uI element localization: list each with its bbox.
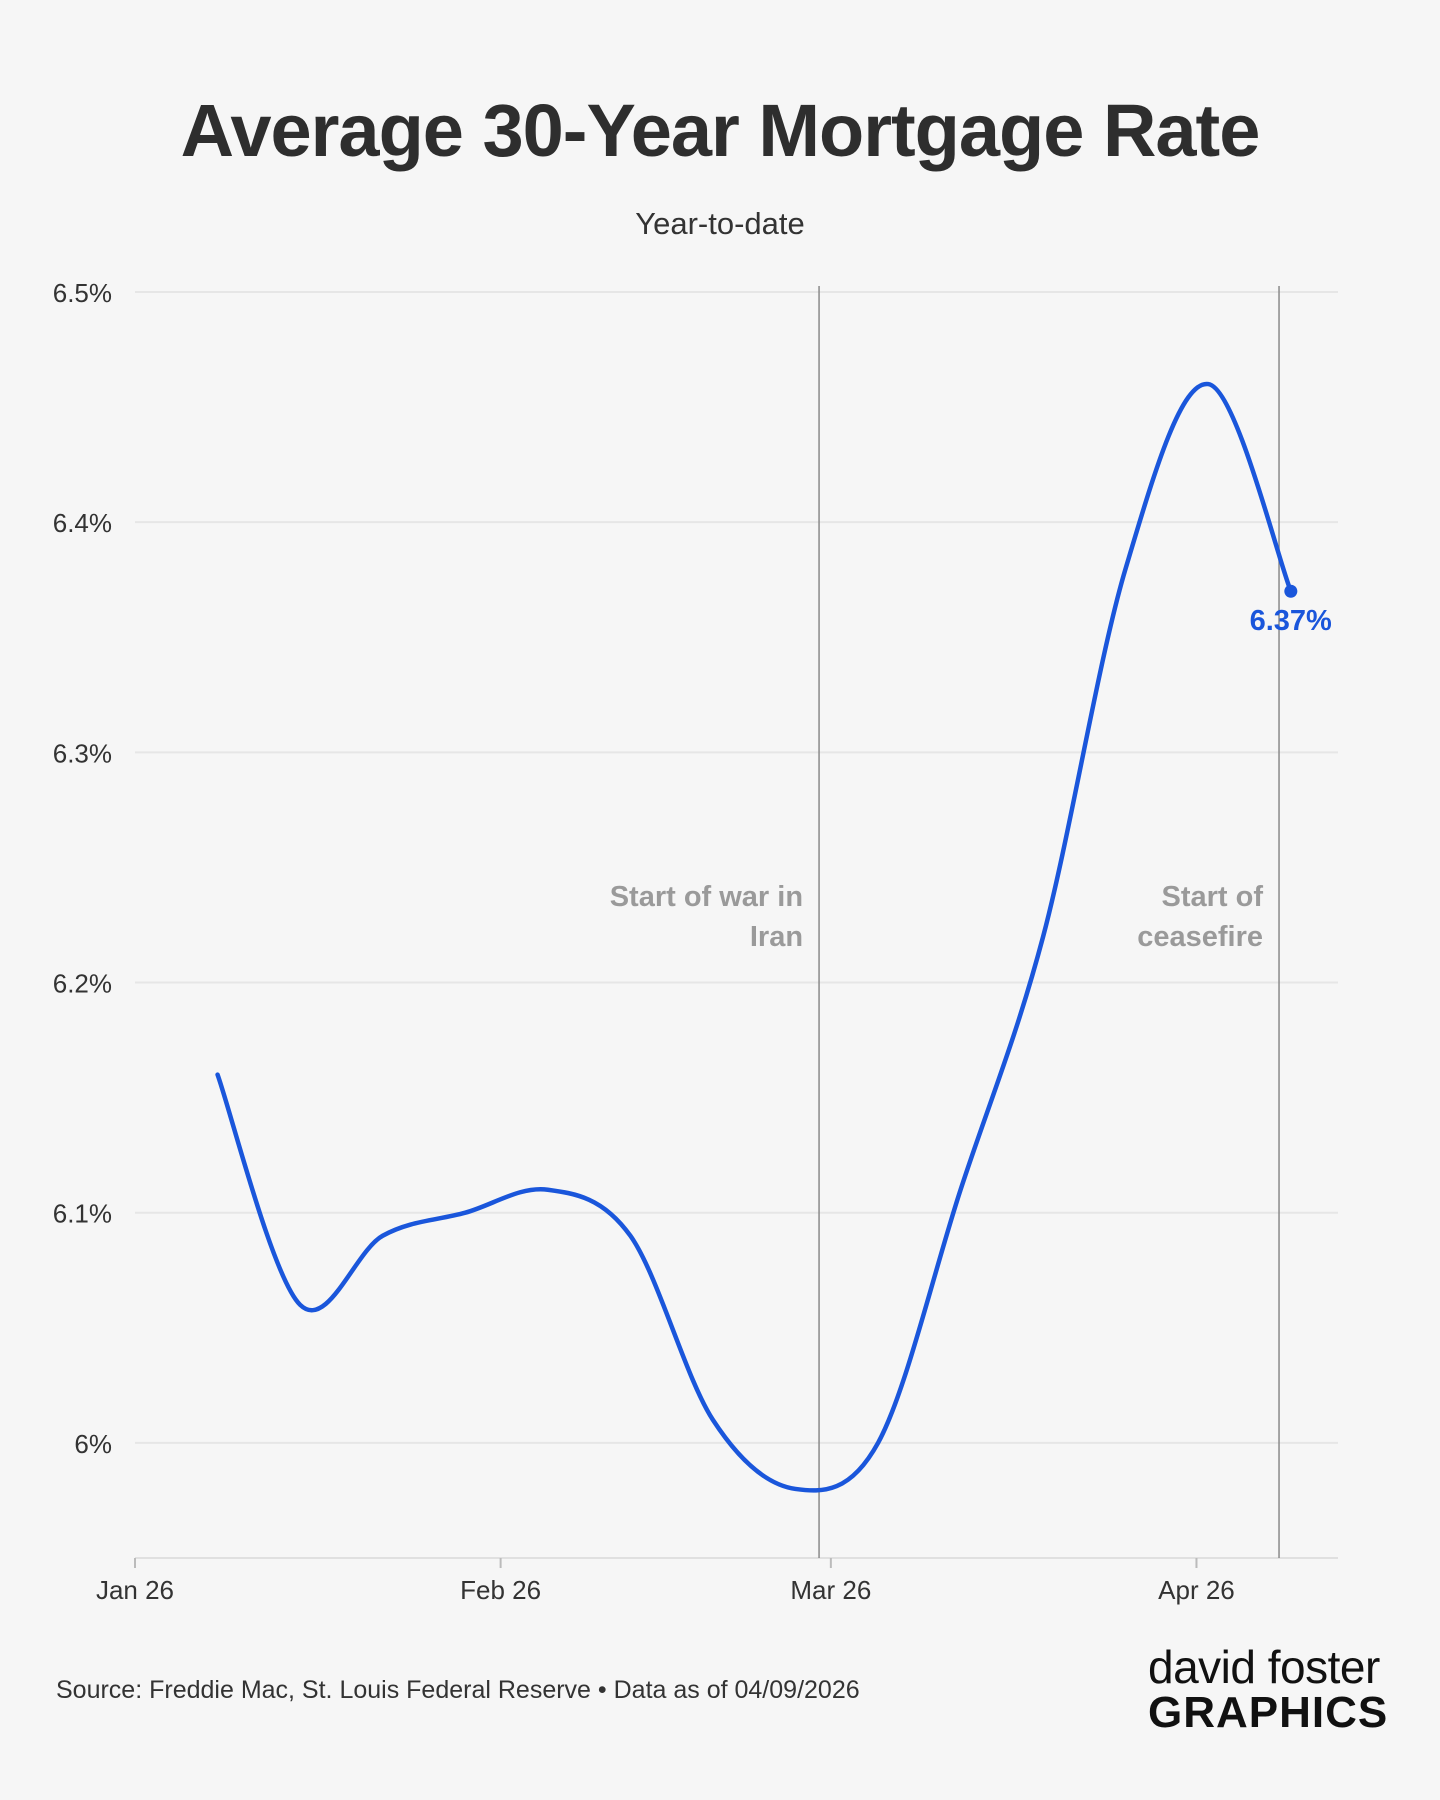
chart-title: Average 30-Year Mortgage Rate: [180, 89, 1261, 172]
event-annotation-label: Start of: [1162, 881, 1264, 913]
event-annotation-label: ceasefire: [1137, 921, 1263, 953]
y-tick-label: 6.5%: [53, 278, 112, 308]
rate-line: [215, 381, 1294, 1493]
event-annotation-label: Iran: [750, 921, 803, 953]
event-annotation-label: Start of war in: [610, 881, 803, 913]
chart-subtitle: Year-to-date: [635, 206, 805, 241]
source-note: Source: Freddie Mac, St. Louis Federal R…: [56, 1676, 860, 1704]
y-tick-label: 6%: [74, 1429, 112, 1459]
x-tick-label: Feb 26: [460, 1575, 541, 1605]
end-value-label: 6.37%: [1250, 605, 1332, 637]
logo-line-2: GRAPHICS: [1148, 1688, 1389, 1737]
y-tick-label: 6.1%: [53, 1199, 112, 1229]
y-tick-label: 6.3%: [53, 738, 112, 768]
logo-line-1: david foster: [1148, 1641, 1380, 1693]
x-tick-label: Jan 26: [96, 1575, 174, 1605]
x-tick-label: Apr 26: [1158, 1575, 1235, 1605]
y-tick-label: 6.2%: [53, 969, 112, 999]
end-point: [1284, 584, 1298, 598]
y-tick-label: 6.4%: [53, 508, 112, 538]
brand-logo: david foster GRAPHICS: [1148, 1641, 1389, 1737]
x-tick-label: Mar 26: [790, 1575, 871, 1605]
